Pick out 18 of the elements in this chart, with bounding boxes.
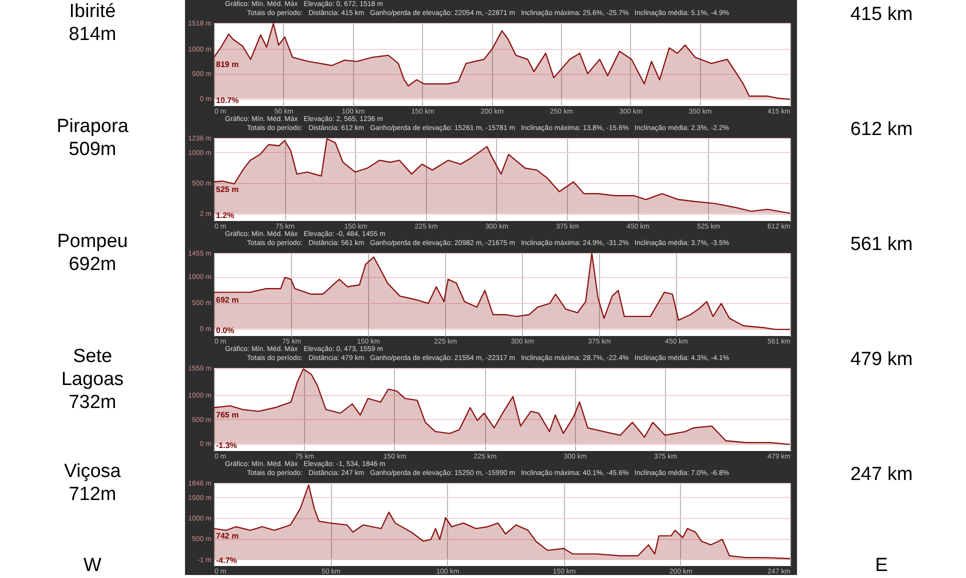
annotation: 742 m xyxy=(216,532,239,541)
annotation: 525 m xyxy=(216,184,239,194)
annotation: -1.3% xyxy=(216,441,237,450)
chart-title: Viçosa 712m xyxy=(63,460,122,506)
annotation: 1.2% xyxy=(216,211,234,220)
annotation: 692 m xyxy=(216,295,239,304)
chart-title: Pompeu 692m xyxy=(56,230,129,276)
annotation: 819 m xyxy=(216,60,239,70)
annotation: 10.7% xyxy=(216,96,239,105)
annotation: 765 m xyxy=(216,410,239,420)
text: 415 km xyxy=(849,4,914,26)
chart-title: Pirapora 509m xyxy=(56,115,130,161)
text: W xyxy=(82,554,102,577)
text: E xyxy=(874,555,889,577)
annotation: 0.0% xyxy=(216,326,234,335)
annotation: -4.7% xyxy=(216,556,237,565)
chart-title: Ibirité 814m xyxy=(68,0,118,46)
chart-title: Sete Lagoas 732m xyxy=(60,345,125,414)
